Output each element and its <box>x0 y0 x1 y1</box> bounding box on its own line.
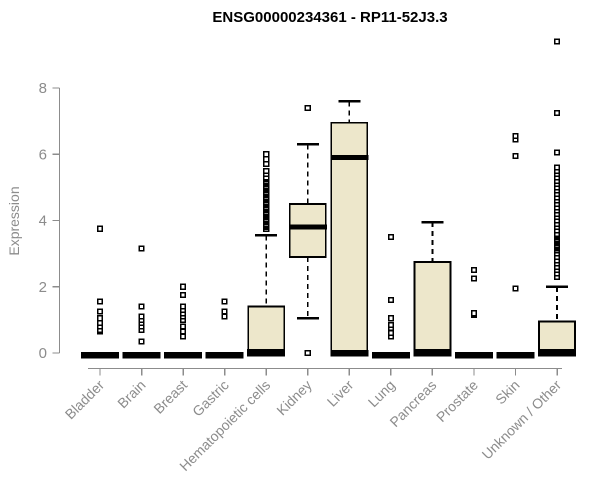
outlier-point <box>96 298 104 305</box>
outlier-point <box>138 245 145 252</box>
x-category-label: Bladder <box>62 377 108 423</box>
iqr-box <box>538 320 576 354</box>
outlier-point <box>387 321 394 328</box>
y-tick-label: 2 <box>39 279 47 296</box>
collapsed-box-bar <box>496 352 535 359</box>
outlier-point <box>512 132 519 140</box>
outlier-point <box>512 152 519 159</box>
x-category-label: Kidney <box>273 377 315 419</box>
outlier-point <box>138 313 145 320</box>
x-category-label: Lung <box>365 377 398 410</box>
box-breast <box>164 283 203 359</box>
box-gastric <box>205 298 244 359</box>
outlier-point <box>96 315 104 322</box>
outlier-point <box>387 296 394 304</box>
outlier-point <box>180 303 187 310</box>
collapsed-box-bar <box>164 352 203 359</box>
outlier-point <box>304 104 311 111</box>
chart-title: ENSG00000234361 - RP11-52J3.3 <box>212 9 448 26</box>
y-axis-label: Expression <box>6 186 22 256</box>
outlier-point <box>263 156 270 163</box>
outlier-point <box>96 320 104 327</box>
box-prostate <box>454 267 493 359</box>
zero-floor-bar <box>330 350 369 357</box>
outlier-point <box>304 349 311 357</box>
outlier-point <box>180 291 187 299</box>
iqr-box <box>247 305 286 354</box>
collapsed-box-bar <box>81 352 119 359</box>
outlier-point <box>180 323 187 330</box>
outlier-point <box>554 149 561 156</box>
x-category-label: Breast <box>150 377 190 417</box>
outlier-point <box>512 285 519 292</box>
box-brain <box>122 245 161 359</box>
iqr-box <box>330 121 369 354</box>
outlier-point <box>470 275 477 282</box>
zero-floor-bar <box>413 350 452 357</box>
x-category-label: Brain <box>114 377 148 411</box>
outlier-point <box>180 333 187 340</box>
iqr-box <box>413 260 452 354</box>
x-category-label: Unknown / Other <box>479 377 565 463</box>
outlier-point <box>263 161 270 168</box>
outlier-point <box>470 310 477 317</box>
outlier-point <box>138 338 145 345</box>
outlier-point <box>180 283 187 290</box>
outlier-point <box>554 109 561 116</box>
outlier-point <box>263 151 270 158</box>
box-hematopoietic-cells <box>247 151 286 357</box>
collapsed-box-bar <box>454 352 493 359</box>
outlier-point <box>554 38 561 45</box>
outlier-point <box>96 225 104 232</box>
iqr-box <box>288 202 327 258</box>
y-tick-label: 6 <box>39 146 47 163</box>
outlier-point <box>96 308 104 315</box>
zero-floor-bar <box>538 350 577 357</box>
box-pancreas <box>413 220 452 357</box>
outlier-point <box>221 298 228 305</box>
outlier-point <box>221 313 228 320</box>
outlier-point <box>387 330 394 337</box>
box-unknown-other <box>538 38 577 357</box>
y-tick-label: 0 <box>39 345 47 362</box>
outlier-point <box>387 315 394 322</box>
collapsed-box-bar <box>371 352 410 359</box>
outlier-point <box>554 164 561 171</box>
outlier-point <box>387 234 394 241</box>
outlier-point <box>180 328 187 335</box>
y-tick-label: 4 <box>39 213 47 230</box>
x-category-label: Liver <box>324 377 357 410</box>
outlier-point <box>470 267 477 274</box>
zero-floor-bar <box>247 350 286 357</box>
x-category-label: Prostate <box>433 377 481 425</box>
outlier-point <box>138 303 145 310</box>
y-tick-label: 8 <box>39 80 47 97</box>
box-bladder <box>81 225 119 359</box>
y-axis: 0 2 4 6 8 <box>39 80 61 362</box>
x-category-label: Skin <box>492 377 523 408</box>
box-skin <box>496 132 535 359</box>
box-lung <box>371 234 410 359</box>
box-liver <box>330 100 369 357</box>
collapsed-box-bar <box>205 352 244 359</box>
outlier-point <box>263 167 270 174</box>
collapsed-box-bar <box>122 352 161 359</box>
box-kidney <box>288 104 327 357</box>
outlier-point <box>221 308 228 315</box>
